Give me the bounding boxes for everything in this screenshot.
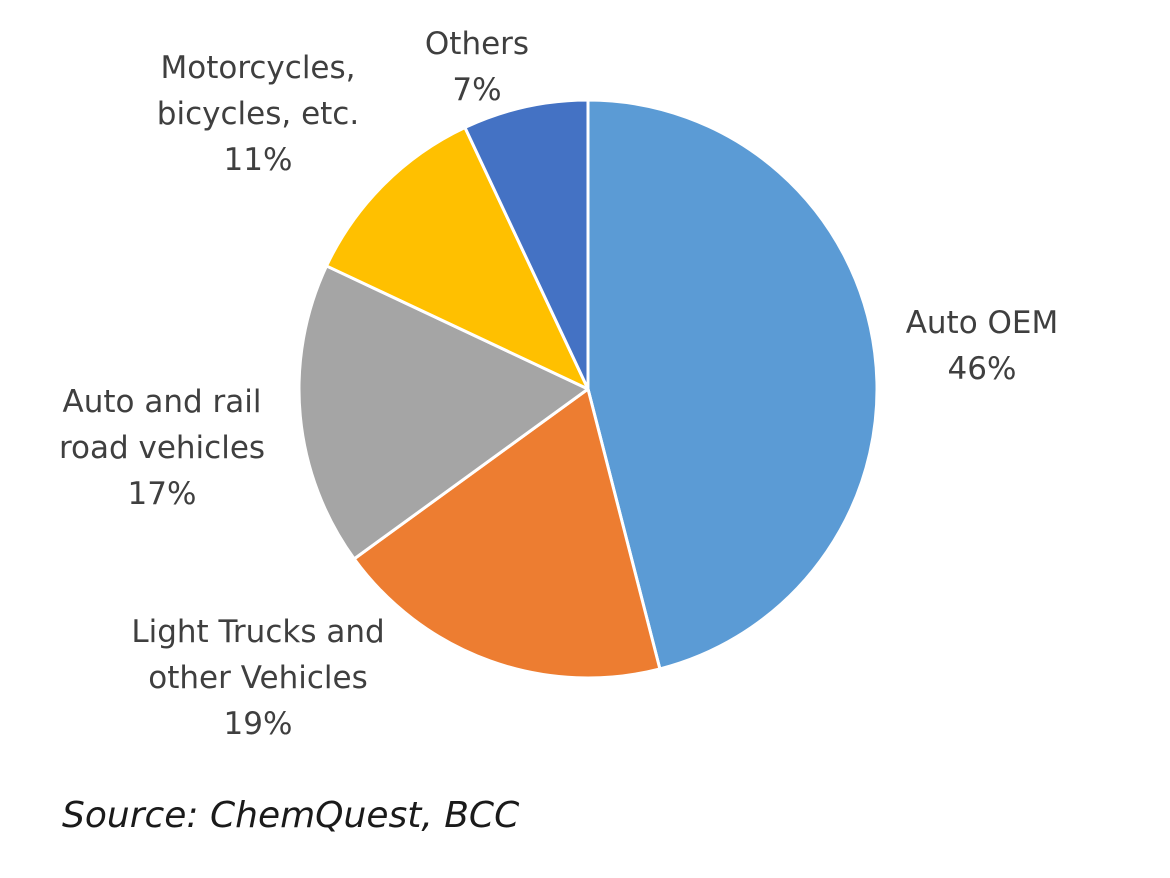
pie-category-label: other Vehicles — [148, 660, 367, 696]
pie-slice-auto-and-rail-road-vehicles — [297, 264, 590, 561]
pie-category-label: road vehicles — [59, 430, 265, 466]
pie-value-label: 19% — [224, 706, 293, 742]
pie-label-motorcycles-bicycles-etc: Motorcycles, bicycles, etc. 11% — [157, 50, 359, 178]
pie-category-label: bicycles, etc. — [157, 96, 359, 132]
pie-value-label: 46% — [948, 351, 1017, 387]
pie-value-label: 7% — [452, 72, 501, 108]
pie-category-label: Light Trucks and — [131, 614, 384, 650]
pie-value-label: 17% — [128, 476, 197, 512]
pie-category-label: Auto OEM — [906, 305, 1059, 341]
pie-slice-light-trucks-and-other-vehicles — [352, 387, 662, 680]
pie-slice-auto-oem — [586, 98, 879, 671]
pie-label-light-trucks-and-other-vehicles: Light Trucks and other Vehicles 19% — [131, 614, 384, 742]
pie-slice-others — [463, 98, 590, 391]
pie-category-label: Others — [425, 26, 529, 62]
pie-category-label: Motorcycles, — [160, 50, 355, 86]
pie-label-auto-and-rail-road-vehicles: Auto and rail road vehicles 17% — [59, 384, 265, 512]
pie-label-auto-oem: Auto OEM 46% — [906, 305, 1059, 387]
pie-category-label: Auto and rail — [63, 384, 262, 420]
source-note: Source: ChemQuest, BCC — [62, 795, 520, 836]
pie-value-label: 11% — [224, 142, 293, 178]
pie-slices — [297, 98, 879, 680]
pie-slice-motorcycles-bicycles-etc — [325, 126, 590, 391]
pie-labels: Auto OEM 46% Light Trucks and other Vehicle… — [59, 26, 1058, 742]
pie-label-others: Others 7% — [425, 26, 529, 108]
